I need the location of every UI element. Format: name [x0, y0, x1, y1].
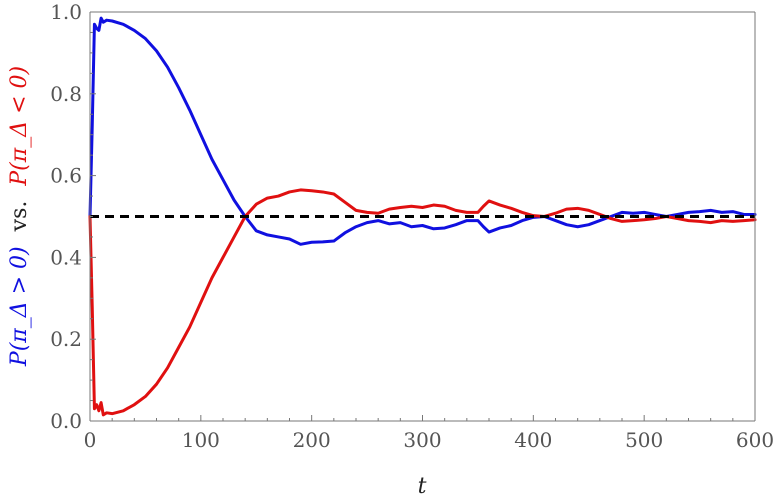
- y-ticks: 0.0 0.2 0.4 0.6 0.8 1.0: [50, 0, 96, 433]
- x-tick-label-0: 0: [84, 428, 97, 452]
- x-ticks: 0 100 200 300 400 500 600: [84, 415, 774, 452]
- series-line-red: [88, 188, 757, 417]
- x-tick-label-300: 300: [403, 428, 441, 452]
- y-tick-label-0.2: 0.2: [50, 327, 82, 351]
- series-line-blue: [88, 16, 757, 246]
- x-tick-label-600: 600: [736, 428, 774, 452]
- y-tick-label-0.0: 0.0: [50, 409, 82, 433]
- x-tick-label-400: 400: [514, 428, 552, 452]
- y-tick-label-0.6: 0.6: [50, 164, 82, 188]
- x-tick-label-100: 100: [182, 428, 220, 452]
- y-tick-label-0.4: 0.4: [50, 245, 82, 269]
- y-axis-title-blue: P(π_Δ > 0): [7, 246, 32, 367]
- plot-area: [88, 16, 757, 417]
- y-axis-title: P(π_Δ > 0) vs. P(π_Δ < 0): [7, 66, 32, 367]
- x-tick-label-200: 200: [293, 428, 331, 452]
- y-axis-title-red: P(π_Δ < 0): [7, 66, 32, 187]
- y-tick-label-1.0: 1.0: [50, 0, 82, 24]
- x-tick-label-500: 500: [625, 428, 663, 452]
- y-axis-title-middle: vs.: [7, 201, 32, 233]
- y-tick-label-0.8: 0.8: [50, 82, 82, 106]
- x-axis-title: t: [418, 474, 427, 499]
